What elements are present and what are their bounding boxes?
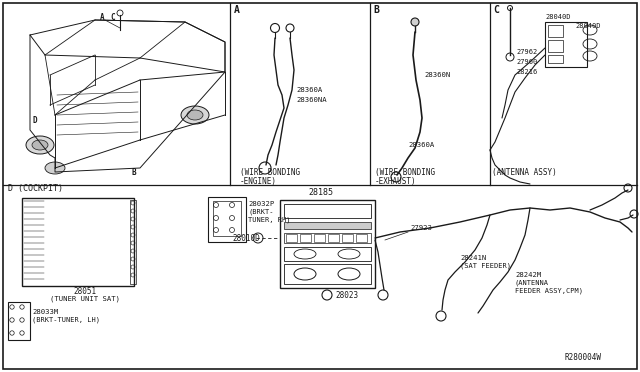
- Bar: [130, 200, 136, 284]
- Text: 28360A: 28360A: [408, 142, 435, 148]
- Text: 28040D: 28040D: [545, 14, 570, 20]
- Text: D (COCKPIT): D (COCKPIT): [8, 183, 63, 192]
- Text: (ANTENNA: (ANTENNA: [515, 280, 549, 286]
- Text: (BRKT-TUNER, LH): (BRKT-TUNER, LH): [32, 317, 100, 323]
- Bar: [314, 234, 325, 242]
- Text: (BRKT-: (BRKT-: [248, 209, 273, 215]
- Text: A: A: [100, 13, 104, 22]
- Text: (SAT FEEDER): (SAT FEEDER): [460, 263, 511, 269]
- Text: 28010D: 28010D: [232, 234, 260, 243]
- Text: 28242M: 28242M: [515, 272, 541, 278]
- Text: 28216: 28216: [516, 69, 537, 75]
- Text: B: B: [373, 5, 379, 15]
- Ellipse shape: [32, 140, 48, 150]
- Text: 28360N: 28360N: [424, 72, 451, 78]
- Text: (ANTENNA ASSY): (ANTENNA ASSY): [492, 167, 557, 176]
- Bar: [284, 247, 371, 261]
- Text: 28241N: 28241N: [460, 255, 486, 261]
- Text: 28185: 28185: [308, 187, 333, 196]
- Bar: [548, 55, 563, 63]
- Text: (WIRE BONDING: (WIRE BONDING: [240, 167, 300, 176]
- Bar: [284, 264, 371, 284]
- Bar: [328, 234, 339, 242]
- Bar: [548, 40, 563, 52]
- Bar: [342, 234, 353, 242]
- Ellipse shape: [181, 106, 209, 124]
- Text: (WIRE BONDING: (WIRE BONDING: [375, 167, 435, 176]
- Ellipse shape: [45, 162, 65, 174]
- Text: A: A: [234, 5, 240, 15]
- Bar: [8, 302, 30, 340]
- Bar: [545, 22, 587, 67]
- Text: 28033M: 28033M: [32, 309, 58, 315]
- Text: D: D: [32, 115, 36, 125]
- Text: C: C: [110, 13, 115, 22]
- Bar: [208, 197, 246, 242]
- Text: 27960: 27960: [516, 59, 537, 65]
- Text: 28360NA: 28360NA: [296, 97, 326, 103]
- Text: TUNER, RH): TUNER, RH): [248, 217, 291, 223]
- Text: R280004W: R280004W: [565, 353, 602, 362]
- Bar: [284, 222, 371, 229]
- Text: 28051: 28051: [74, 288, 97, 296]
- Bar: [22, 198, 134, 286]
- Text: 28032P: 28032P: [248, 201, 275, 207]
- Ellipse shape: [187, 110, 203, 120]
- Bar: [280, 200, 375, 288]
- Text: B: B: [132, 167, 136, 176]
- Bar: [300, 234, 311, 242]
- Circle shape: [411, 18, 419, 26]
- Text: FEEDER ASSY,CPM): FEEDER ASSY,CPM): [515, 288, 583, 294]
- Bar: [548, 25, 563, 37]
- Text: C: C: [493, 5, 499, 15]
- Text: 28023: 28023: [335, 292, 358, 301]
- Text: 27923: 27923: [410, 225, 432, 231]
- Bar: [213, 201, 241, 236]
- Ellipse shape: [26, 136, 54, 154]
- Text: 27962: 27962: [516, 49, 537, 55]
- Text: 28360A: 28360A: [296, 87, 323, 93]
- Bar: [284, 204, 371, 218]
- Bar: [356, 234, 367, 242]
- Bar: [286, 234, 297, 242]
- Text: 28040D: 28040D: [575, 23, 600, 29]
- Bar: [284, 233, 371, 243]
- Text: -EXHAUST): -EXHAUST): [375, 176, 417, 186]
- Text: -ENGINE): -ENGINE): [240, 176, 277, 186]
- Text: (TUNER UNIT SAT): (TUNER UNIT SAT): [50, 296, 120, 302]
